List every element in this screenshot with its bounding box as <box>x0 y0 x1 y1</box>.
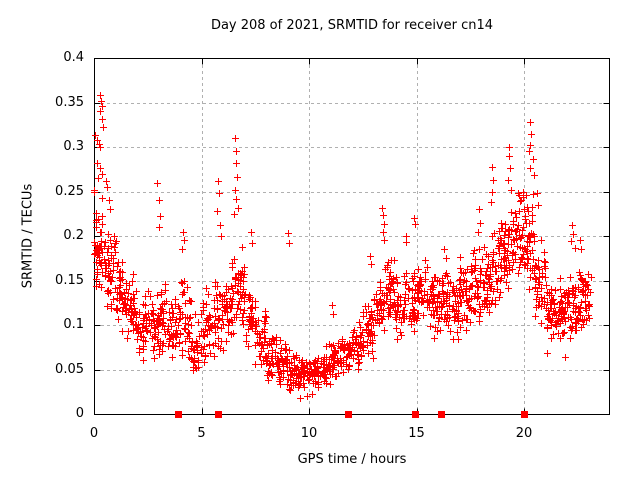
y-tick-label: 0.2 <box>63 228 84 243</box>
event-marker-square <box>521 411 528 418</box>
scatter-plot-area <box>91 58 610 418</box>
event-marker-square <box>345 411 352 418</box>
y-tick-label: 0.4 <box>63 50 84 65</box>
y-tick-label: 0.15 <box>55 272 84 288</box>
x-tick-label: 15 <box>408 426 425 441</box>
x-axis-label: GPS time / hours <box>297 452 407 467</box>
event-marker-square <box>412 411 419 418</box>
event-marker-square <box>438 411 445 418</box>
y-tick-label: 0.1 <box>63 317 84 332</box>
x-tick-label: 10 <box>300 426 318 441</box>
x-tick-label: 0 <box>89 426 99 441</box>
y-tick-label: 0.05 <box>55 361 84 377</box>
event-marker-square <box>175 411 182 418</box>
y-tick-label: 0.25 <box>55 183 84 199</box>
y-tick-label: 0.3 <box>63 139 84 154</box>
event-marker-square <box>215 411 222 418</box>
y-tick-label: 0 <box>75 406 84 421</box>
y-tick-label: 0.35 <box>55 94 84 110</box>
x-tick-label: 5 <box>197 426 206 441</box>
x-tick-label: 20 <box>515 426 533 441</box>
chart-title: Day 208 of 2021, SRMTID for receiver cn1… <box>210 18 494 33</box>
scatter-points <box>91 92 595 402</box>
